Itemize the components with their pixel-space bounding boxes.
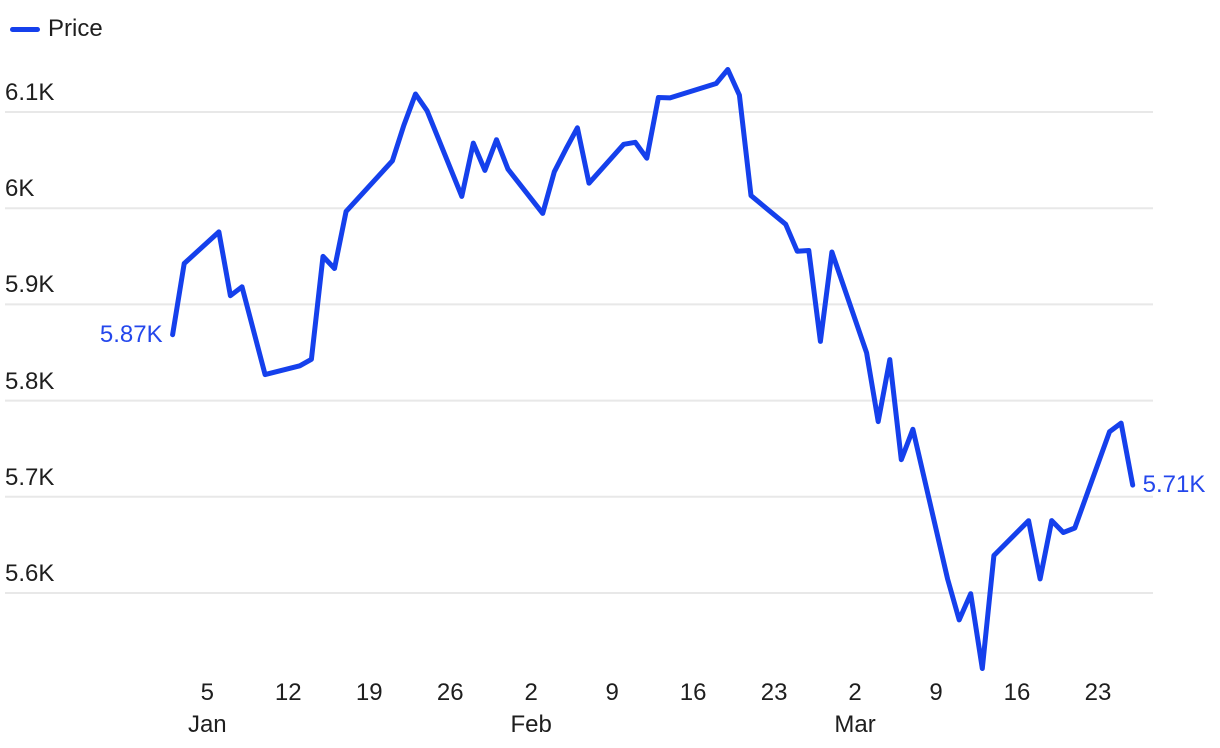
x-axis-tick-label: 23 — [760, 679, 788, 706]
x-axis-tick-label: 26 — [436, 679, 464, 706]
x-axis-tick-label: 19 — [355, 679, 383, 706]
x-axis-tick-label: 16 — [1003, 679, 1031, 706]
x-axis-tick-label: 5 — [200, 679, 214, 706]
x-axis-tick-label: 12 — [274, 679, 302, 706]
legend-label: Price — [48, 15, 103, 42]
price-line — [170, 67, 1136, 671]
x-axis-tick-label: 9 — [929, 679, 943, 706]
x-axis-month-label: Mar — [834, 711, 876, 738]
y-axis-label: 5.9K — [5, 271, 55, 299]
y-axis-label: 5.6K — [5, 560, 55, 587]
legend[interactable]: Price — [10, 15, 103, 43]
x-axis-month-label: Feb — [510, 711, 552, 738]
x-axis-tick-label: 2 — [524, 679, 538, 706]
x-axis-tick-label: 16 — [679, 679, 707, 706]
x-axis-tick-label: 23 — [1084, 679, 1112, 706]
x-axis-tick-label: 9 — [605, 679, 619, 706]
x-axis-month-label: Jan — [187, 711, 227, 738]
end-value-label: 5.71K — [1142, 471, 1206, 499]
legend-line-swatch — [10, 26, 40, 32]
start-value-label: 5.87K — [99, 320, 163, 348]
y-axis-label: 6.1K — [5, 79, 55, 106]
y-axis-label: 5.7K — [5, 463, 55, 491]
y-axis-label: 6K — [5, 175, 35, 203]
y-axis-label: 5.8K — [5, 367, 55, 395]
x-axis-tick-label: 2 — [848, 679, 862, 706]
